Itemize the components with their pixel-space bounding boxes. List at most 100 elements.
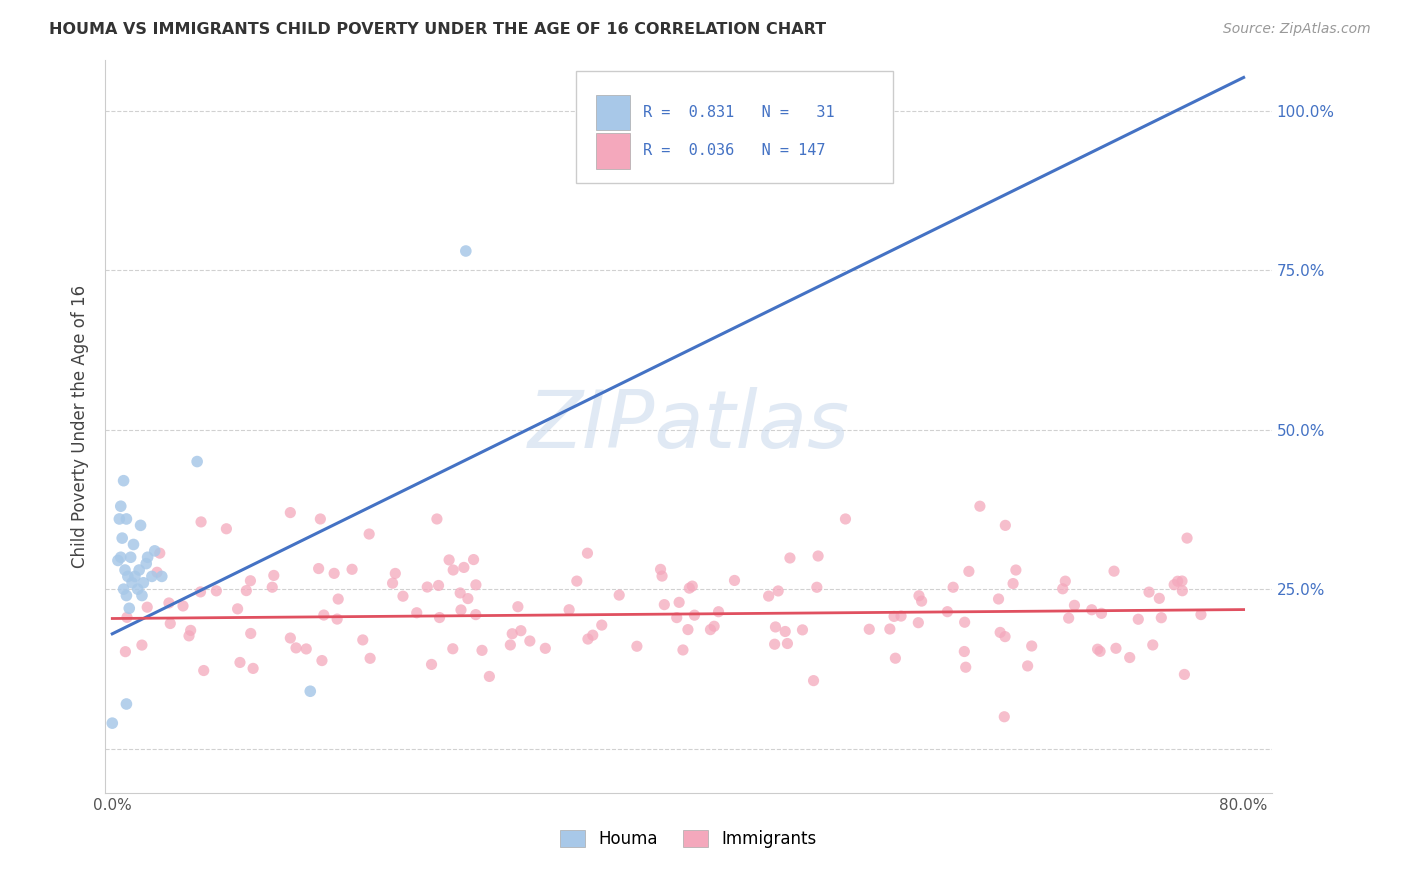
- Point: [114, 645, 136, 659]
- Point: [235, 583, 257, 598]
- Point: [1150, 611, 1173, 625]
- Point: [534, 641, 557, 656]
- Text: R =  0.831   N =   31: R = 0.831 N = 31: [643, 105, 834, 120]
- Point: [135, 557, 157, 571]
- Point: [146, 566, 169, 580]
- Point: [699, 623, 721, 637]
- Point: [607, 588, 630, 602]
- Point: [988, 625, 1011, 640]
- Point: [993, 710, 1015, 724]
- Point: [707, 605, 730, 619]
- Point: [1021, 639, 1043, 653]
- Point: [858, 622, 880, 636]
- Point: [1005, 563, 1028, 577]
- Point: [186, 454, 208, 468]
- Point: [308, 561, 330, 575]
- Point: [157, 596, 180, 610]
- Point: [957, 565, 980, 579]
- Point: [449, 586, 471, 600]
- Point: [420, 657, 443, 672]
- Point: [765, 620, 787, 634]
- Point: [1163, 577, 1185, 591]
- Point: [299, 684, 322, 698]
- Point: [328, 592, 350, 607]
- Point: [806, 580, 828, 594]
- Point: [1189, 607, 1212, 622]
- Point: [1118, 650, 1140, 665]
- Point: [883, 609, 905, 624]
- Point: [159, 616, 181, 631]
- Point: [672, 643, 695, 657]
- Point: [457, 591, 479, 606]
- Point: [1090, 607, 1112, 621]
- Point: [723, 574, 745, 588]
- Point: [124, 569, 146, 583]
- Point: [678, 581, 700, 595]
- Point: [773, 624, 796, 639]
- Point: [1080, 603, 1102, 617]
- Point: [392, 589, 415, 603]
- Point: [591, 618, 613, 632]
- Point: [969, 500, 991, 514]
- Point: [312, 608, 335, 623]
- Point: [807, 549, 830, 563]
- Point: [311, 654, 333, 668]
- Point: [758, 589, 780, 603]
- Point: [115, 610, 138, 624]
- Point: [120, 550, 142, 565]
- Point: [823, 122, 845, 136]
- Point: [118, 601, 141, 615]
- Point: [172, 599, 194, 613]
- Point: [879, 622, 901, 636]
- Point: [834, 512, 856, 526]
- Point: [936, 605, 959, 619]
- Point: [1063, 599, 1085, 613]
- Point: [1128, 612, 1150, 626]
- Point: [437, 553, 460, 567]
- Point: [278, 506, 301, 520]
- Point: [994, 630, 1017, 644]
- Point: [506, 599, 529, 614]
- Point: [226, 602, 249, 616]
- Point: [907, 615, 929, 630]
- Point: [1054, 574, 1077, 589]
- Point: [1171, 583, 1194, 598]
- Point: [107, 553, 129, 567]
- Point: [108, 512, 131, 526]
- Point: [471, 643, 494, 657]
- Point: [359, 527, 381, 541]
- Point: [1057, 611, 1080, 625]
- Point: [141, 569, 163, 583]
- Point: [143, 544, 166, 558]
- Point: [429, 610, 451, 624]
- Point: [110, 500, 132, 514]
- Point: [651, 569, 673, 583]
- Point: [136, 550, 159, 565]
- Point: [565, 574, 588, 588]
- Point: [464, 578, 486, 592]
- Point: [359, 651, 381, 665]
- Point: [884, 651, 907, 665]
- Point: [111, 531, 134, 545]
- Legend: Houma, Immigrants: Houma, Immigrants: [554, 823, 824, 855]
- Point: [117, 569, 139, 583]
- Point: [763, 637, 786, 651]
- Point: [464, 607, 486, 622]
- Point: [450, 603, 472, 617]
- Point: [908, 589, 931, 603]
- Point: [626, 640, 648, 654]
- Point: [953, 615, 976, 630]
- Point: [114, 563, 136, 577]
- Point: [1137, 585, 1160, 599]
- Point: [205, 583, 228, 598]
- Point: [890, 609, 912, 624]
- Point: [129, 518, 152, 533]
- Point: [239, 626, 262, 640]
- Point: [426, 512, 449, 526]
- Point: [1088, 644, 1111, 658]
- Point: [478, 669, 501, 683]
- Point: [1142, 638, 1164, 652]
- Point: [150, 569, 173, 583]
- Point: [122, 537, 145, 551]
- Point: [127, 582, 149, 596]
